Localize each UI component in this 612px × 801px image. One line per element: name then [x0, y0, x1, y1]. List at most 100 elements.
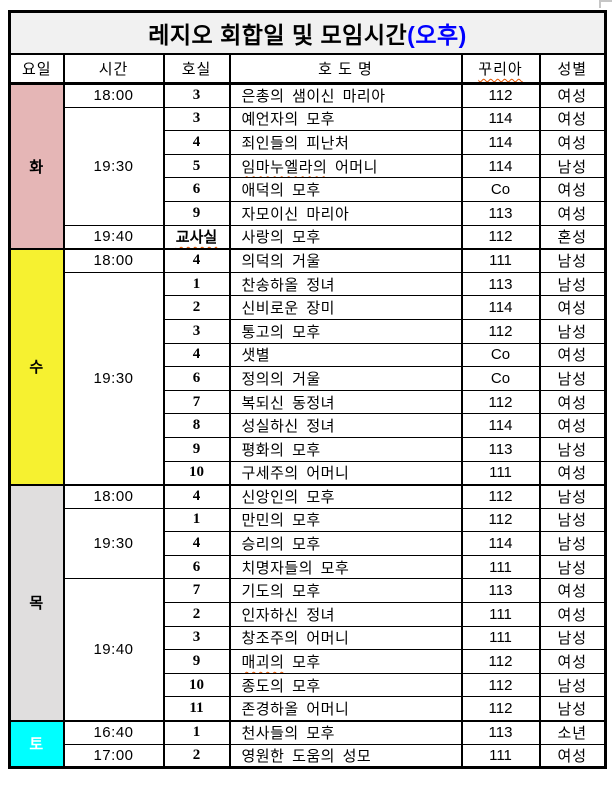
name-cell: 애덕의 모후 [228, 177, 463, 202]
curia-cell: 111 [460, 247, 541, 273]
name-cell: 임마누엘라의 어머니 [228, 153, 463, 179]
schedule-row: 2 신비로운 장미 114 여성 [10, 295, 607, 320]
time-cell: 19:30 [62, 271, 165, 486]
schedule-row: 3 창조주의 어머니 111 남성 [10, 625, 607, 651]
name-cell: 예언자의 모후 [228, 106, 463, 132]
schedule-row: 4 죄인들의 피난처 114 여성 [10, 130, 607, 155]
room-cell: 4 [162, 247, 231, 273]
room-cell: 4 [162, 342, 231, 368]
curia-cell: 114 [460, 153, 541, 179]
curia-cell: 113 [460, 719, 541, 745]
schedule-row: 19:40 교사실 사랑의 모후 112 혼성 [10, 224, 607, 250]
gender-cell: 여성 [538, 578, 607, 604]
gender-cell: 남성 [538, 672, 607, 698]
name-cell: 존경하올 어머니 [228, 696, 463, 722]
room-cell: 교사실 [162, 224, 231, 250]
screen-corner-artifact [599, 0, 612, 8]
name-cell: 창조주의 어머니 [228, 625, 463, 651]
gender-cell: 남성 [538, 531, 607, 556]
room-cell: 9 [162, 436, 231, 462]
schedule-row: 8 성실하신 정녀 114 여성 [10, 413, 607, 438]
room-cell: 8 [162, 413, 231, 438]
header-row: 요일 시간 호실 호 도 명 꾸리아 성별 [8, 53, 607, 85]
gender-cell: 남성 [538, 247, 607, 273]
schedule-row: 5 임마누엘라의 어머니 114 남성 [10, 153, 607, 179]
name-cell: 인자하신 정녀 [228, 602, 463, 627]
col-header-curia: 꾸리아 [460, 53, 541, 85]
room-cell: 1 [162, 271, 231, 297]
room-cell: 3 [162, 625, 231, 651]
title-main: 레지오 회합일 및 모임시간 [148, 21, 408, 48]
gender-cell: 여성 [538, 82, 607, 108]
gender-cell: 여성 [538, 295, 607, 320]
name-cell: 영원한 도움의 성모 [228, 743, 463, 769]
curia-cell: Co [460, 177, 541, 202]
gender-cell: 여성 [538, 130, 607, 155]
name-cell: 천사들의 모후 [228, 719, 463, 745]
curia-cell: 111 [460, 743, 541, 769]
col-header-day: 요일 [8, 53, 65, 85]
curia-cell: 112 [460, 507, 541, 533]
schedule-row: 토 16:40 1 천사들의 모후 113 소년 [8, 719, 607, 769]
curia-cell: 111 [460, 554, 541, 580]
schedule-row: 3 통고의 모후 112 남성 [10, 318, 607, 344]
time-cell: 18:00 [62, 483, 165, 509]
schedule-row: 19:40 7 기도의 모후 113 여성 [10, 578, 607, 722]
schedule-row: 6 정의의 거울 Co 남성 [10, 366, 607, 391]
name-cell: 샛별 [228, 342, 463, 368]
schedule-row: 9 평화의 모후 113 남성 [10, 436, 607, 462]
name-cell: 정의의 거울 [228, 366, 463, 391]
room-cell: 6 [162, 177, 231, 202]
name-cell: 만민의 모후 [228, 507, 463, 533]
schedule-row: 2 인자하신 정녀 111 여성 [10, 602, 607, 627]
gender-cell: 소년 [538, 719, 607, 745]
gender-cell: 여성 [538, 649, 607, 674]
curia-cell: 113 [460, 578, 541, 604]
schedule-row: 9 매괴의 모후 112 여성 [10, 649, 607, 674]
schedule-row: 7 복되신 동정녀 112 여성 [10, 389, 607, 415]
room-cell: 2 [162, 602, 231, 627]
gender-cell: 여성 [538, 177, 607, 202]
curia-cell: 113 [460, 436, 541, 462]
title-row: 레지오 회합일 및 모임시간(오후) [8, 11, 607, 55]
schedule-row: 19:30 1 만민의 모후 112 남성 [10, 507, 607, 580]
curia-cell: 112 [460, 696, 541, 722]
day-cell: 화 [8, 82, 65, 250]
room-cell: 7 [162, 578, 231, 604]
room-cell: 1 [162, 719, 231, 745]
room-cell: 10 [162, 460, 231, 486]
room-cell: 5 [162, 153, 231, 179]
name-cell: 죄인들의 피난처 [228, 130, 463, 155]
time-cell: 19:30 [62, 106, 165, 226]
name-cell: 신비로운 장미 [228, 295, 463, 320]
gender-cell: 여성 [538, 106, 607, 132]
name-cell: 종도의 모후 [228, 672, 463, 698]
curia-cell: 112 [460, 224, 541, 250]
name-cell: 치명자들의 모후 [228, 554, 463, 580]
time-cell: 18:00 [62, 247, 165, 273]
room-cell: 2 [162, 295, 231, 320]
time-cell: 19:40 [62, 578, 165, 722]
curia-cell: 112 [460, 82, 541, 108]
time-cell: 16:40 [62, 719, 165, 745]
curia-cell: 114 [460, 130, 541, 155]
curia-cell: Co [460, 366, 541, 391]
curia-cell: 111 [460, 625, 541, 651]
room-cell: 9 [162, 200, 231, 226]
name-cell: 찬송하올 정녀 [228, 271, 463, 297]
time-cell: 19:40 [62, 224, 165, 250]
gender-cell: 여성 [538, 200, 607, 226]
room-cell: 11 [162, 696, 231, 722]
gender-cell: 남성 [538, 318, 607, 344]
name-cell: 은총의 샘이신 마리아 [228, 82, 463, 108]
col-header-room: 호실 [162, 53, 231, 85]
gender-cell: 여성 [538, 342, 607, 368]
name-cell: 기도의 모후 [228, 578, 463, 604]
schedule-row: 9 자모이신 마리아 113 여성 [10, 200, 607, 226]
gender-cell: 여성 [538, 413, 607, 438]
curia-cell: 114 [460, 106, 541, 132]
gender-cell: 남성 [538, 153, 607, 179]
room-cell: 6 [162, 554, 231, 580]
curia-cell: 113 [460, 271, 541, 297]
